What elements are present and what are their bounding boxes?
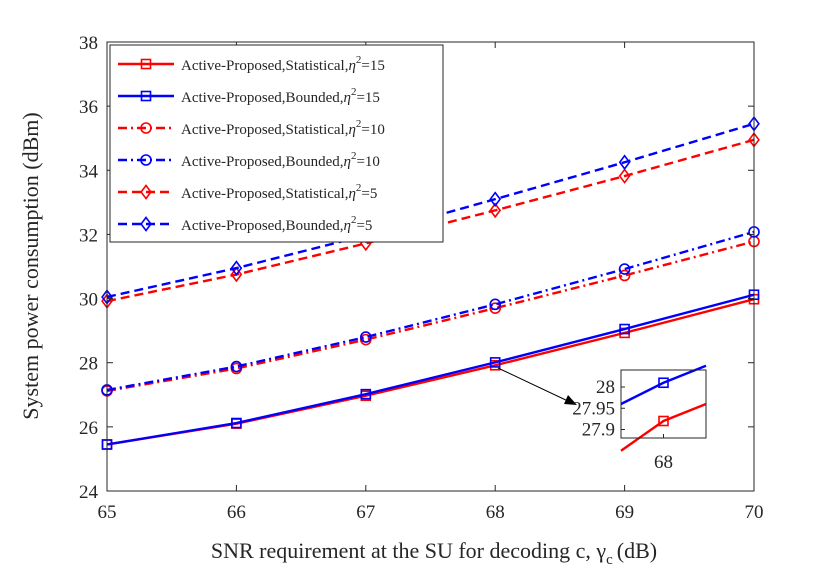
series-line-3 bbox=[106, 240, 755, 393]
series-6-point-69 bbox=[618, 154, 631, 171]
legend-label-main-6: Active-Proposed,Bounded, bbox=[181, 218, 343, 234]
series-line-2 bbox=[106, 293, 755, 446]
legend-label-main-5: Active-Proposed,Statistical, bbox=[181, 186, 348, 202]
series-4-point-69 bbox=[618, 263, 631, 275]
series-5-point-69 bbox=[618, 168, 631, 184]
legend-label-sup-5: 2 bbox=[356, 182, 362, 194]
y-tick-label-24: 24 bbox=[79, 482, 99, 503]
y-tick-label-30: 30 bbox=[79, 290, 98, 311]
legend-label-tail-2: =15 bbox=[356, 90, 379, 106]
legend-marker-5 bbox=[140, 184, 152, 200]
x-axis-label-unit: (dB) bbox=[617, 538, 657, 563]
legend-label-sup-6: 2 bbox=[351, 214, 357, 226]
series-layer bbox=[101, 115, 760, 450]
inset-y-tick-label-1: 27.95 bbox=[572, 398, 615, 419]
legend-marker-1 bbox=[140, 58, 152, 70]
x-tick-label-66: 66 bbox=[227, 502, 246, 523]
x-tick-label-65: 65 bbox=[98, 502, 117, 523]
legend-label-sup-1: 2 bbox=[356, 54, 362, 66]
legend-label-eta-1: η bbox=[348, 58, 355, 74]
legend-label-sup-3: 2 bbox=[356, 118, 362, 130]
series-2-point-66 bbox=[231, 417, 242, 429]
legend-label-tail-1: =15 bbox=[361, 58, 384, 74]
series-3-point-68 bbox=[489, 302, 502, 314]
x-tick-label-70: 70 bbox=[745, 502, 764, 523]
zoom-arrow-head bbox=[564, 395, 577, 405]
inset-area bbox=[621, 370, 706, 438]
legend-marker-2 bbox=[140, 90, 152, 102]
inset-series bbox=[620, 364, 707, 452]
y-tick-label-36: 36 bbox=[79, 97, 98, 118]
x-axis-label-main: SNR requirement at the SU for decoding c… bbox=[211, 538, 607, 563]
legend-label-4: Active-Proposed,Bounded,η2=10 bbox=[181, 150, 380, 170]
legend-label-tail-4: =10 bbox=[356, 154, 379, 170]
series-4-point-66 bbox=[230, 360, 243, 373]
series-6-point-66 bbox=[230, 260, 243, 276]
legend-label-main-2: Active-Proposed,Bounded, bbox=[181, 90, 343, 106]
series-4-point-68 bbox=[489, 298, 502, 311]
legend-label-tail-5: =5 bbox=[361, 186, 377, 202]
y-tick-label-28: 28 bbox=[79, 354, 98, 375]
legend-label-main-3: Active-Proposed,Statistical, bbox=[181, 122, 348, 138]
legend-items: Active-Proposed,Statistical,η2=15Active-… bbox=[118, 54, 385, 234]
y-tick-label-26: 26 bbox=[79, 418, 98, 439]
legend-label-1: Active-Proposed,Statistical,η2=15 bbox=[181, 54, 385, 74]
ticks-layer: 65 66 67 68 69 70 24 26 28 30 32 34 36 38 bbox=[79, 33, 764, 523]
legend: Active-Proposed,Statistical,η2=15Active-… bbox=[109, 44, 444, 243]
legend-marker-3 bbox=[140, 122, 152, 134]
legend-label-5: Active-Proposed,Statistical,η2=5 bbox=[181, 182, 377, 202]
legend-label-main-4: Active-Proposed,Bounded, bbox=[181, 154, 343, 170]
series-2-point-68 bbox=[489, 357, 501, 368]
series-2-point-69 bbox=[619, 323, 630, 335]
legend-label-main-1: Active-Proposed,Statistical, bbox=[181, 58, 348, 74]
legend-label-6: Active-Proposed,Bounded,η2=5 bbox=[181, 214, 372, 234]
legend-label-tail-3: =10 bbox=[361, 122, 384, 138]
y-tick-label-38: 38 bbox=[79, 33, 98, 54]
plot-frame bbox=[106, 41, 755, 492]
legend-label-eta-5: η bbox=[348, 186, 355, 202]
x-tick-label-69: 69 bbox=[615, 502, 634, 523]
legend-label-eta-3: η bbox=[348, 122, 355, 138]
legend-label-3: Active-Proposed,Statistical,η2=10 bbox=[181, 118, 385, 138]
inset-y-tick-label-0: 28 bbox=[596, 377, 615, 398]
zoom-arrow-line bbox=[497, 367, 571, 403]
x-axis-label: SNR requirement at the SU for decoding c… bbox=[211, 538, 657, 568]
series-5-point-68 bbox=[489, 202, 502, 219]
inset-line-2 bbox=[620, 364, 707, 406]
legend-label-2: Active-Proposed,Bounded,η2=15 bbox=[181, 86, 380, 106]
inset-line-1 bbox=[620, 402, 707, 452]
series-5-point-66 bbox=[230, 266, 243, 283]
legend-box bbox=[109, 44, 444, 243]
inset-y-tick-label-2: 27.9 bbox=[582, 420, 615, 441]
legend-label-eta-4: η bbox=[343, 154, 350, 170]
legend-label-eta-2: η bbox=[343, 90, 350, 106]
series-4-point-67 bbox=[359, 331, 372, 343]
legend-label-sup-2: 2 bbox=[351, 86, 357, 98]
series-3-point-69 bbox=[618, 269, 631, 282]
y-tick-label-32: 32 bbox=[79, 225, 98, 246]
series-6-point-68 bbox=[489, 191, 502, 207]
legend-label-sup-4: 2 bbox=[351, 150, 357, 162]
legend-marker-6 bbox=[140, 216, 152, 232]
inset-x-tick-label-68: 68 bbox=[654, 452, 673, 473]
axis-labels: SNR requirement at the SU for decoding c… bbox=[18, 112, 657, 568]
inset-marker-2 bbox=[658, 377, 669, 389]
inset-marker-1 bbox=[658, 415, 669, 427]
legend-label-tail-6: =5 bbox=[356, 218, 372, 234]
legend-label-eta-6: η bbox=[343, 218, 350, 234]
x-tick-label-68: 68 bbox=[486, 502, 505, 523]
series-line-4 bbox=[106, 230, 755, 392]
x-axis-label-subscript: c bbox=[606, 552, 613, 568]
legend-marker-4 bbox=[140, 154, 152, 166]
y-axis-label: System power consumption (dBm) bbox=[18, 112, 43, 419]
x-tick-label-67: 67 bbox=[356, 502, 375, 523]
y-tick-label-34: 34 bbox=[79, 161, 99, 182]
series-2-point-67 bbox=[360, 388, 372, 400]
